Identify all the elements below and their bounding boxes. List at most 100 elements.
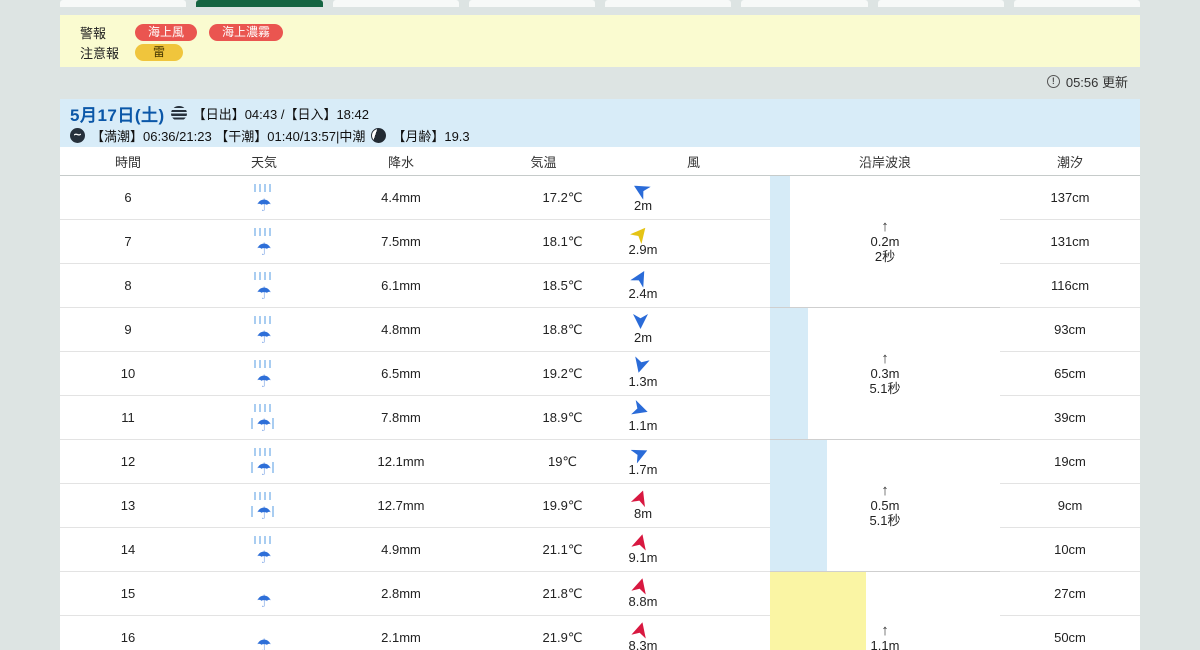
warning-tag-sea-wind[interactable]: 海上風 — [135, 23, 198, 41]
weather-cell: ☂ — [196, 220, 332, 264]
precip-value: 4.4mm — [332, 176, 470, 220]
tide-wave-icon: ∼ — [70, 127, 85, 143]
wind-direction-arrow-icon — [633, 314, 648, 329]
wind-cell: 8.3m — [617, 616, 770, 650]
wind-direction-arrow-icon — [631, 400, 650, 419]
hour-value: 14 — [60, 528, 196, 572]
wind-speed-value: 2m — [633, 198, 653, 213]
wave-block: ↑ 0.2m 2秒 — [770, 176, 1000, 308]
wind-cell: 1.1m — [617, 396, 770, 440]
temp-value: 19℃ — [470, 440, 617, 484]
day-tab[interactable] — [60, 0, 187, 7]
weather-cell: ☂ — [196, 484, 332, 528]
day-tab[interactable] — [332, 0, 459, 7]
updated-time: ! 05:56 更新 — [1046, 72, 1128, 91]
temp-value: 21.1℃ — [470, 528, 617, 572]
day-tab[interactable] — [1013, 0, 1140, 7]
wave-block: ↑ 0.3m 5.1秒 — [770, 308, 1000, 440]
header-tide: 潮汐 — [1056, 154, 1083, 170]
wave-block: ↑ 1.1m — [770, 572, 1000, 650]
wind-speed-value: 8.8m — [628, 594, 658, 609]
wind-cell: 2m — [617, 308, 770, 352]
day-tab-strip — [60, 0, 1140, 7]
hour-value: 10 — [60, 352, 196, 396]
tide-value: 50cm — [1000, 616, 1140, 650]
hour-value: 12 — [60, 440, 196, 484]
wind-direction-arrow-icon — [630, 444, 650, 464]
date-header: 5月17日(土) 【日出】04:43 /【日入】18:42 ∼ 【満潮】06:3… — [60, 99, 1140, 147]
temp-value: 18.9℃ — [470, 396, 617, 440]
wave-height-bar — [770, 440, 827, 571]
moon-phase-icon — [371, 127, 387, 143]
hour-value: 13 — [60, 484, 196, 528]
table-row: 10 ☂ 6.5mm 19.2℃ 1.3m 65cm — [60, 352, 1140, 396]
wave-height-bar — [770, 572, 866, 650]
wind-speed-value: 8.3m — [628, 638, 658, 650]
tide-value: 10cm — [1000, 528, 1140, 572]
update-info-icon: ! — [1046, 75, 1060, 88]
hourly-forecast-table: 時間 天気 降水 気温 風 沿岸波浪 潮汐 6 ☂ 4.4mm 17.2℃ 2m… — [60, 147, 1140, 650]
header-time: 時間 — [114, 154, 141, 170]
advisory-label: 注意報 — [80, 45, 120, 61]
wave-direction-arrow-icon: ↑ — [881, 218, 889, 235]
warning-tag-sea-fog[interactable]: 海上濃霧 — [209, 23, 284, 41]
wind-speed-value: 2.4m — [628, 286, 658, 301]
temp-value: 17.2℃ — [470, 176, 617, 220]
day-tab[interactable] — [741, 0, 868, 7]
moon-age: 【月齢】19.3 — [392, 128, 470, 144]
wind-direction-arrow-icon — [631, 532, 649, 550]
tide-value: 65cm — [1000, 352, 1140, 396]
day-tab[interactable] — [605, 0, 732, 7]
tide-times: 【満潮】06:36/21:23 【干潮】01:40/13:57|中潮 — [91, 128, 366, 144]
table-row: 11 ☂ 7.8mm 18.9℃ 1.1m 39cm — [60, 396, 1140, 440]
precip-value: 7.5mm — [332, 220, 470, 264]
table-row: 16 ☂ 2.1mm 21.9℃ 8.3m 50cm — [60, 616, 1140, 650]
header-weather: 天気 — [250, 154, 277, 170]
temp-value: 21.9℃ — [470, 616, 617, 650]
tide-value: 116cm — [1000, 264, 1140, 308]
wind-direction-arrow-icon — [631, 356, 649, 374]
rain-umbrella-icon: ☂ — [251, 184, 277, 214]
weather-cell: ☂ — [196, 616, 332, 650]
table-row: 8 ☂ 6.1mm 18.5℃ 2.4m 116cm — [60, 264, 1140, 308]
precip-value: 7.8mm — [332, 396, 470, 440]
table-body: 6 ☂ 4.4mm 17.2℃ 2m 137cm 7 ☂ 7.5mm 18.1℃ — [60, 176, 1140, 650]
table-header-row: 時間 天気 降水 気温 風 沿岸波浪 潮汐 — [60, 147, 1140, 176]
wind-direction-arrow-icon — [630, 179, 650, 199]
date-title: 5月17日(土) — [70, 105, 165, 125]
wind-speed-value: 8m — [633, 506, 653, 521]
coastal-wave-column: ↑ 0.2m 2秒 ↑ 0.3m 5.1秒 ↑ 0.5m 5.1秒 ↑ 1.1m — [770, 176, 1000, 650]
header-wave: 沿岸波浪 — [858, 154, 911, 170]
updated-time-text: 05:56 更新 — [1065, 75, 1128, 90]
rain-umbrella-icon: ☂ — [251, 404, 277, 434]
wind-cell: 8.8m — [617, 572, 770, 616]
rain-umbrella-icon: ☂ — [251, 360, 277, 390]
temp-value: 18.5℃ — [470, 264, 617, 308]
hour-value: 6 — [60, 176, 196, 220]
table-row: 14 ☂ 4.9mm 21.1℃ 9.1m 10cm — [60, 528, 1140, 572]
wave-height-value: 0.3m — [870, 366, 900, 381]
precip-value: 4.8mm — [332, 308, 470, 352]
header-wind: 風 — [686, 154, 700, 170]
tide-value: 27cm — [1000, 572, 1140, 616]
day-tab-active[interactable] — [196, 0, 323, 7]
precip-value: 12.1mm — [332, 440, 470, 484]
hour-value: 9 — [60, 308, 196, 352]
day-tab[interactable] — [877, 0, 1004, 7]
tide-value: 9cm — [1000, 484, 1140, 528]
wind-speed-value: 2.9m — [628, 242, 658, 257]
weather-cell: ☂ — [196, 352, 332, 396]
wind-cell: 2.9m — [617, 220, 770, 264]
wind-direction-arrow-icon — [630, 488, 649, 507]
sunrise-icon — [170, 105, 187, 121]
wind-speed-value: 2m — [633, 330, 653, 345]
wave-height-value: 0.2m — [870, 234, 900, 249]
advisory-tag-thunder[interactable]: 雷 — [135, 43, 183, 61]
wave-period-value: 5.1秒 — [869, 513, 901, 528]
rain-umbrella-icon: ☂ — [256, 592, 272, 611]
table-row: 7 ☂ 7.5mm 18.1℃ 2.9m 131cm — [60, 220, 1140, 264]
table-row: 12 ☂ 12.1mm 19℃ 1.7m 19cm — [60, 440, 1140, 484]
header-temp: 気温 — [530, 154, 557, 170]
precip-value: 4.9mm — [332, 528, 470, 572]
day-tab[interactable] — [468, 0, 595, 7]
